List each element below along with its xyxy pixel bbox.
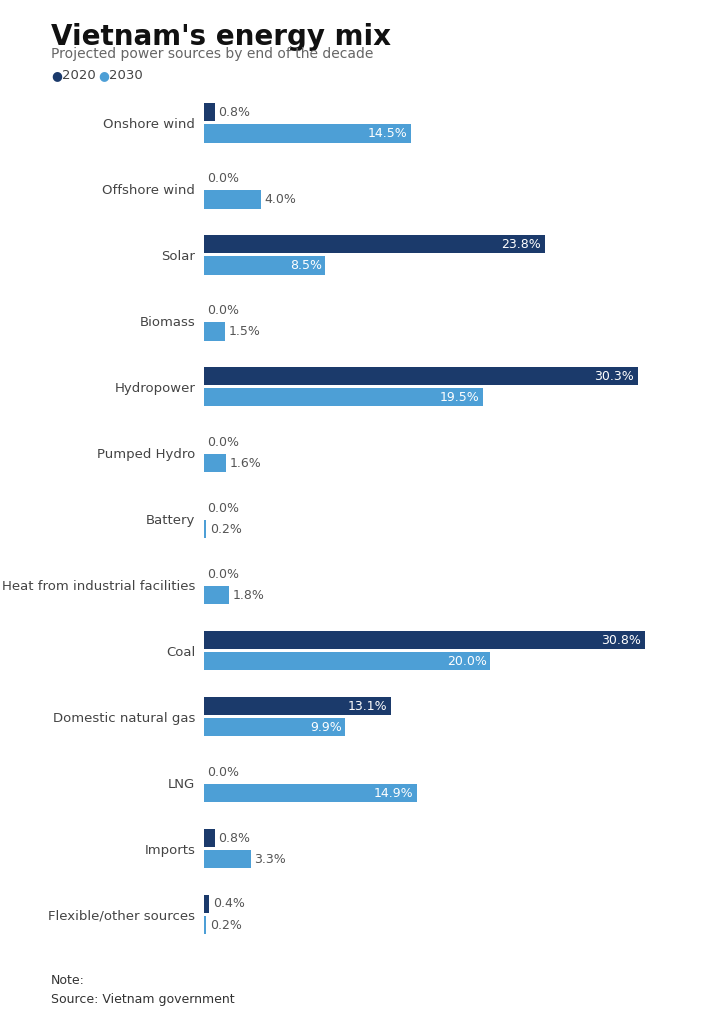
Bar bbox=[204, 190, 261, 209]
Bar bbox=[204, 454, 227, 472]
Text: 0.2%: 0.2% bbox=[210, 522, 242, 536]
Text: 0.8%: 0.8% bbox=[219, 831, 251, 845]
Bar bbox=[204, 895, 209, 913]
Text: Vietnam's energy mix: Vietnam's energy mix bbox=[51, 23, 391, 50]
Bar bbox=[204, 103, 215, 122]
Text: 13.1%: 13.1% bbox=[348, 699, 387, 713]
Text: 1.8%: 1.8% bbox=[233, 589, 265, 602]
Bar bbox=[204, 631, 645, 649]
Bar bbox=[204, 850, 251, 868]
Text: 0.0%: 0.0% bbox=[207, 435, 239, 449]
Text: 0.0%: 0.0% bbox=[207, 567, 239, 581]
Bar bbox=[204, 652, 490, 671]
Text: 2030: 2030 bbox=[109, 69, 142, 82]
Text: 4.0%: 4.0% bbox=[265, 193, 297, 206]
Text: 0.0%: 0.0% bbox=[207, 766, 239, 778]
Text: 30.8%: 30.8% bbox=[601, 634, 641, 646]
Text: 0.8%: 0.8% bbox=[219, 105, 251, 119]
Text: 9.9%: 9.9% bbox=[310, 721, 342, 733]
Text: 19.5%: 19.5% bbox=[440, 391, 480, 403]
Text: 0.0%: 0.0% bbox=[207, 304, 239, 316]
Bar bbox=[204, 915, 206, 934]
Text: 0.2%: 0.2% bbox=[210, 919, 242, 932]
Text: 14.5%: 14.5% bbox=[368, 127, 408, 140]
Text: 20.0%: 20.0% bbox=[447, 654, 486, 668]
Bar bbox=[204, 234, 545, 253]
Text: 0.4%: 0.4% bbox=[213, 897, 245, 910]
Bar bbox=[204, 256, 326, 274]
Bar bbox=[204, 784, 417, 803]
Bar bbox=[204, 367, 638, 385]
Text: 8.5%: 8.5% bbox=[290, 259, 322, 271]
Text: 1.5%: 1.5% bbox=[228, 325, 260, 338]
Text: 30.3%: 30.3% bbox=[595, 370, 634, 383]
Bar bbox=[204, 718, 345, 736]
Bar bbox=[204, 124, 411, 142]
Bar bbox=[204, 520, 206, 539]
Bar bbox=[204, 586, 229, 604]
Text: 3.3%: 3.3% bbox=[254, 853, 286, 865]
Text: 23.8%: 23.8% bbox=[502, 238, 541, 251]
Text: ●: ● bbox=[51, 69, 62, 82]
Bar bbox=[204, 696, 391, 716]
Text: 0.0%: 0.0% bbox=[207, 502, 239, 515]
Text: 1.6%: 1.6% bbox=[230, 457, 262, 470]
Text: 0.0%: 0.0% bbox=[207, 172, 239, 184]
Text: ●: ● bbox=[98, 69, 109, 82]
Text: Note:
Source: Vietnam government: Note: Source: Vietnam government bbox=[51, 974, 235, 1006]
Text: 2020: 2020 bbox=[62, 69, 95, 82]
Bar bbox=[204, 388, 483, 407]
Text: Projected power sources by end of the decade: Projected power sources by end of the de… bbox=[51, 47, 373, 61]
Text: 14.9%: 14.9% bbox=[374, 786, 414, 800]
Bar bbox=[204, 828, 215, 847]
Bar bbox=[204, 322, 225, 341]
